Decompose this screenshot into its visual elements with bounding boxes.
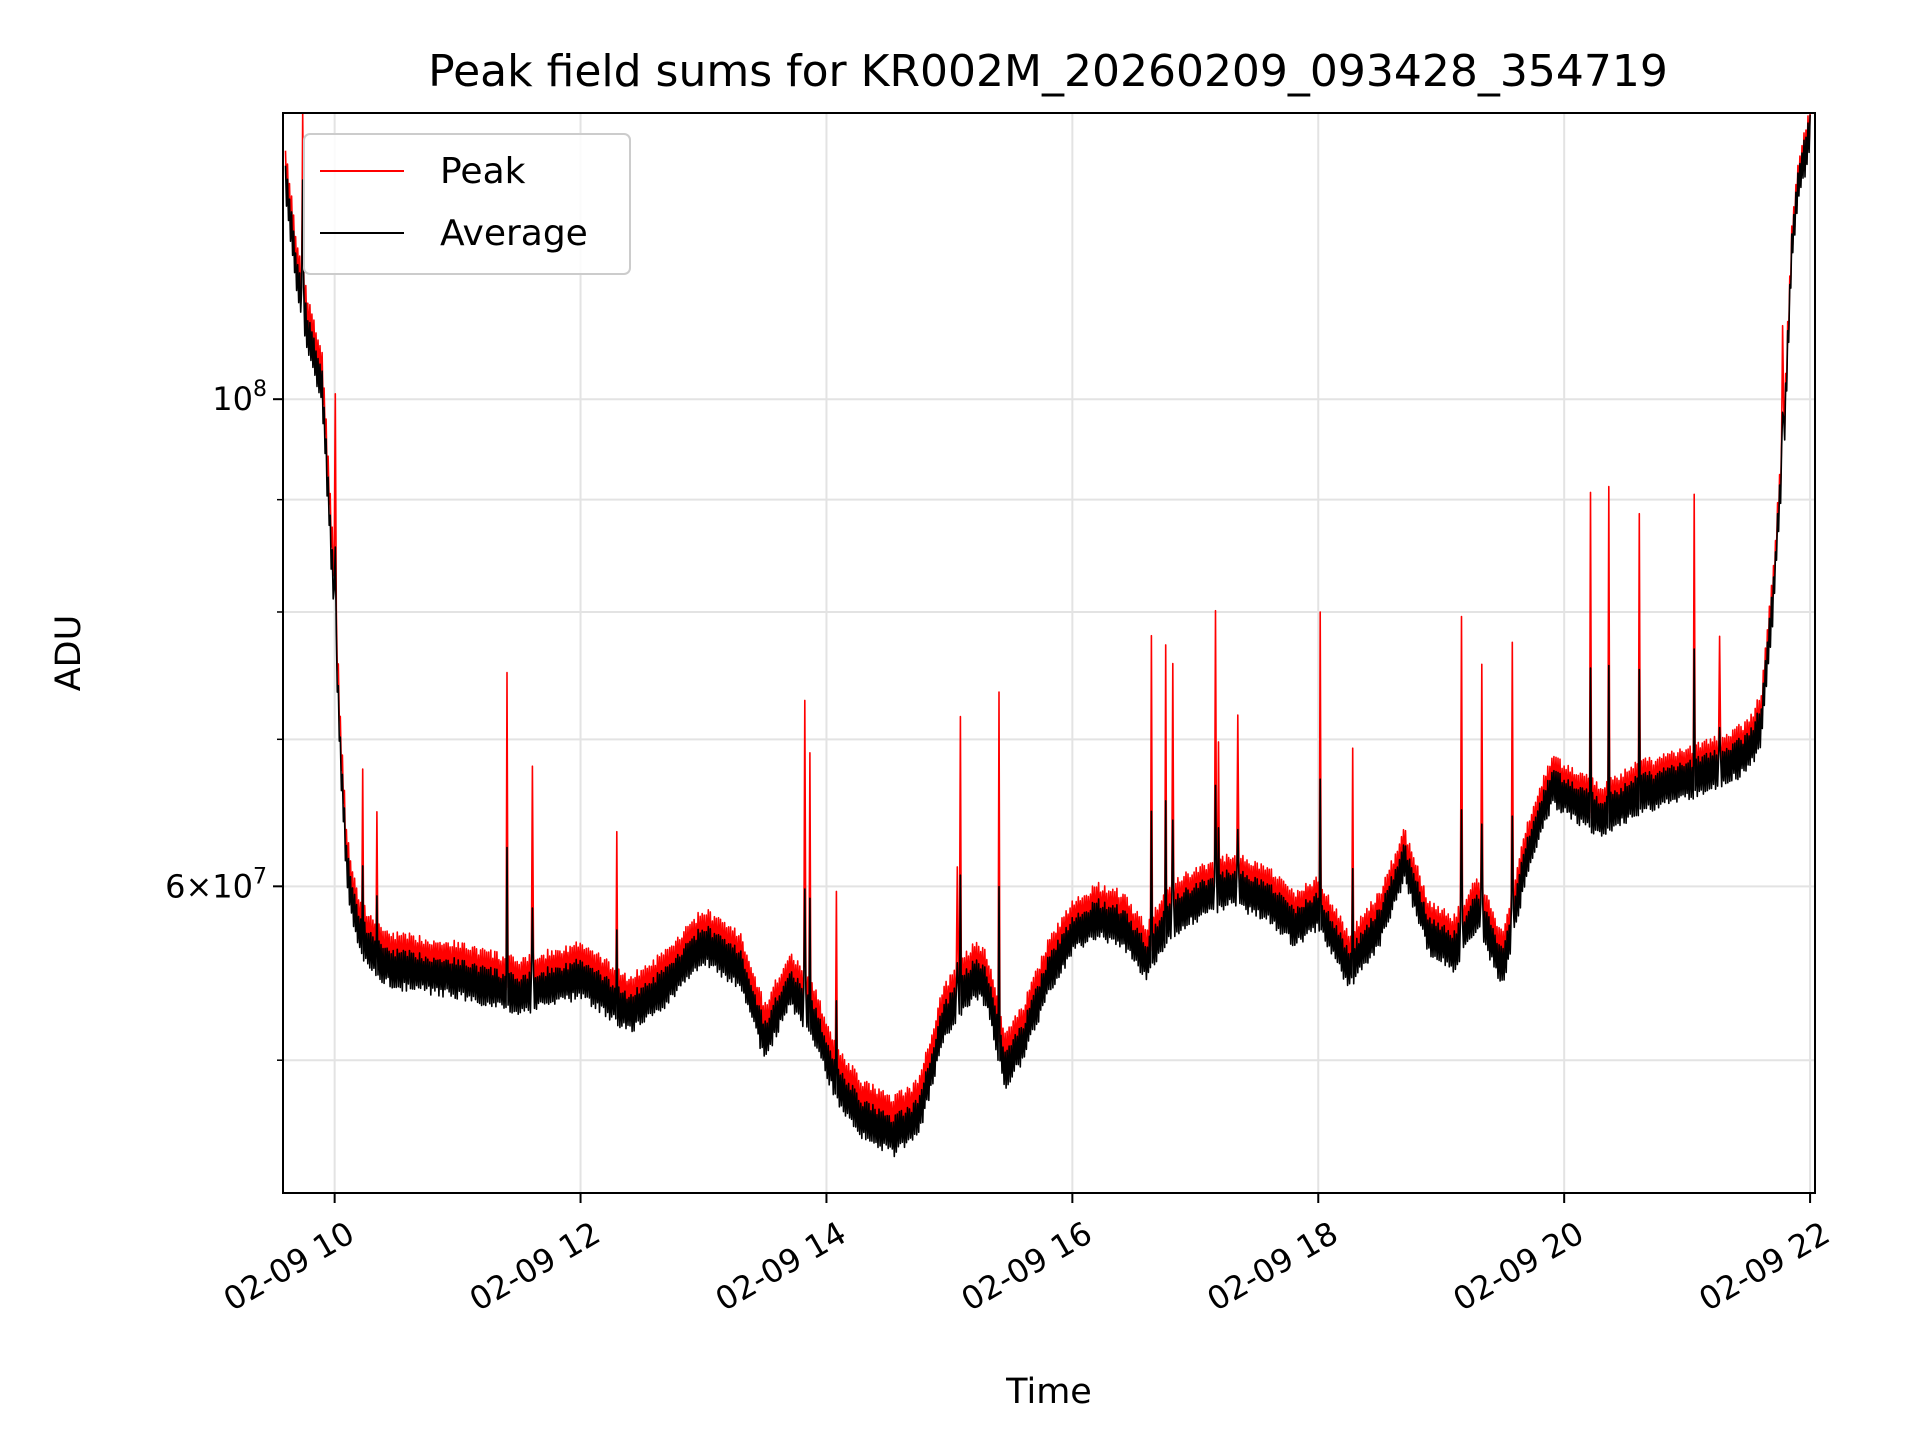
legend: Peak Average [303,133,631,275]
legend-box [303,133,631,275]
series-line-peak [284,112,1811,1137]
legend-peak-label: Peak [440,151,526,192]
y-axis: 108 6×107 [165,377,283,1061]
y-tick-label: 6×107 [165,864,267,905]
grid [283,113,1815,1193]
series-layer [284,112,1811,1158]
y-tick-label: 108 [212,377,267,418]
series-line-average [284,114,1811,1158]
legend-average-label: Average [440,213,588,254]
x-axis-label: Time [1005,1372,1092,1412]
chart-title: Peak field sums for KR002M_20260209_0934… [428,46,1668,97]
y-axis-label: ADU [49,615,89,692]
plot-frame [282,112,1816,1194]
